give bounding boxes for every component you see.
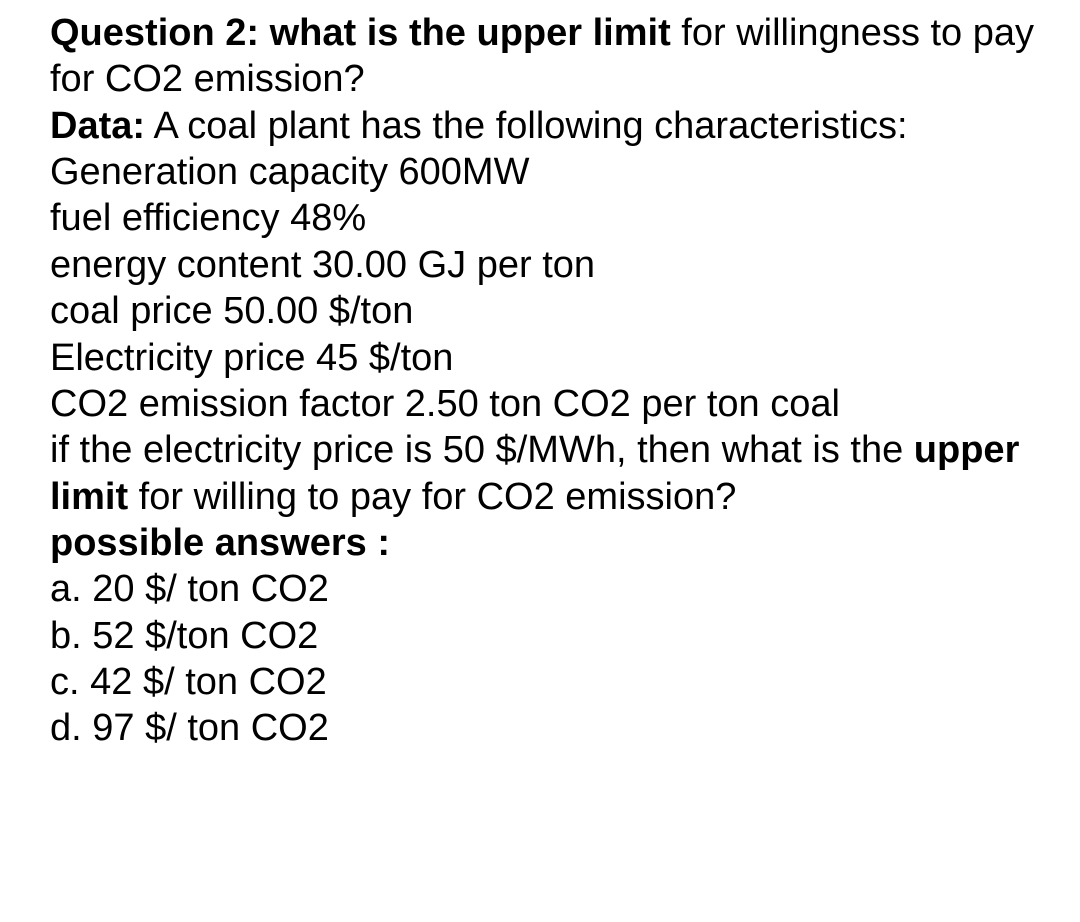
char-line-2: fuel efficiency 48% [50, 195, 1050, 241]
char-line-6: CO2 emission factor 2.50 ton CO2 per ton… [50, 381, 1050, 427]
document-body: Question 2: what is the upper limit for … [50, 10, 1050, 752]
answer-d: d. 97 $/ ton CO2 [50, 705, 1050, 751]
scenario-part2: for willing to pay for CO2 emission? [128, 476, 736, 518]
char-line-5: Electricity price 45 $/ton [50, 335, 1050, 381]
data-label: Data: [50, 105, 145, 147]
char-line-3: energy content 30.00 GJ per ton [50, 242, 1050, 288]
question-line: Question 2: what is the upper limit for … [50, 10, 1050, 103]
scenario-part1: if the electricity price is 50 $/MWh, th… [50, 429, 914, 471]
answer-a: a. 20 $/ ton CO2 [50, 566, 1050, 612]
answer-b: b. 52 $/ton CO2 [50, 613, 1050, 659]
data-line: Data: A coal plant has the following cha… [50, 103, 1050, 149]
answer-c: c. 42 $/ ton CO2 [50, 659, 1050, 705]
char-line-1: Generation capacity 600MW [50, 149, 1050, 195]
scenario-line: if the electricity price is 50 $/MWh, th… [50, 427, 1050, 520]
question-bold: Question 2: what is the upper limit [50, 12, 671, 54]
answers-label: possible answers : [50, 520, 1050, 566]
char-line-4: coal price 50.00 $/ton [50, 288, 1050, 334]
data-intro: A coal plant has the following character… [145, 105, 908, 147]
